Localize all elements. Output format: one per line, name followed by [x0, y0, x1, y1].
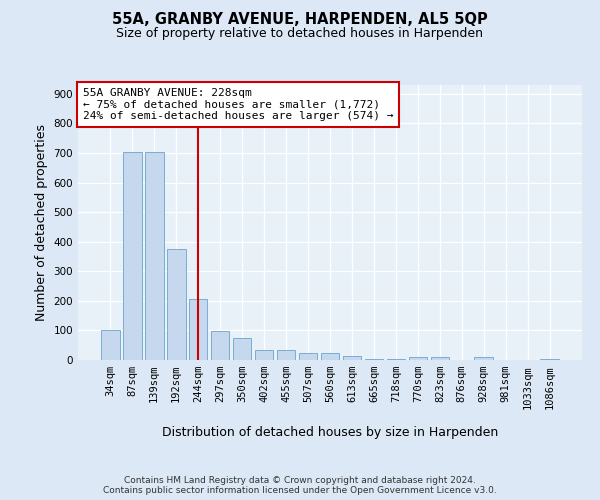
Bar [541, 358, 559, 360]
Bar [123, 152, 142, 360]
Text: 55A GRANBY AVENUE: 228sqm
← 75% of detached houses are smaller (1,772)
24% of se: 55A GRANBY AVENUE: 228sqm ← 75% of detac… [83, 88, 394, 121]
Bar [299, 353, 317, 360]
Text: Contains HM Land Registry data © Crown copyright and database right 2024.
Contai: Contains HM Land Registry data © Crown c… [103, 476, 497, 495]
Text: Distribution of detached houses by size in Harpenden: Distribution of detached houses by size … [162, 426, 498, 439]
Bar [475, 357, 493, 360]
Bar [189, 300, 208, 360]
Bar [320, 353, 340, 360]
Bar [277, 350, 295, 360]
Bar [431, 357, 449, 360]
Bar [233, 338, 251, 360]
Bar [211, 332, 229, 360]
Bar [343, 356, 361, 360]
Bar [167, 249, 185, 360]
Bar [365, 358, 383, 360]
Y-axis label: Number of detached properties: Number of detached properties [35, 124, 48, 321]
Text: 55A, GRANBY AVENUE, HARPENDEN, AL5 5QP: 55A, GRANBY AVENUE, HARPENDEN, AL5 5QP [112, 12, 488, 28]
Bar [255, 350, 274, 360]
Bar [386, 358, 405, 360]
Bar [409, 357, 427, 360]
Text: Size of property relative to detached houses in Harpenden: Size of property relative to detached ho… [116, 28, 484, 40]
Bar [101, 330, 119, 360]
Bar [145, 152, 164, 360]
